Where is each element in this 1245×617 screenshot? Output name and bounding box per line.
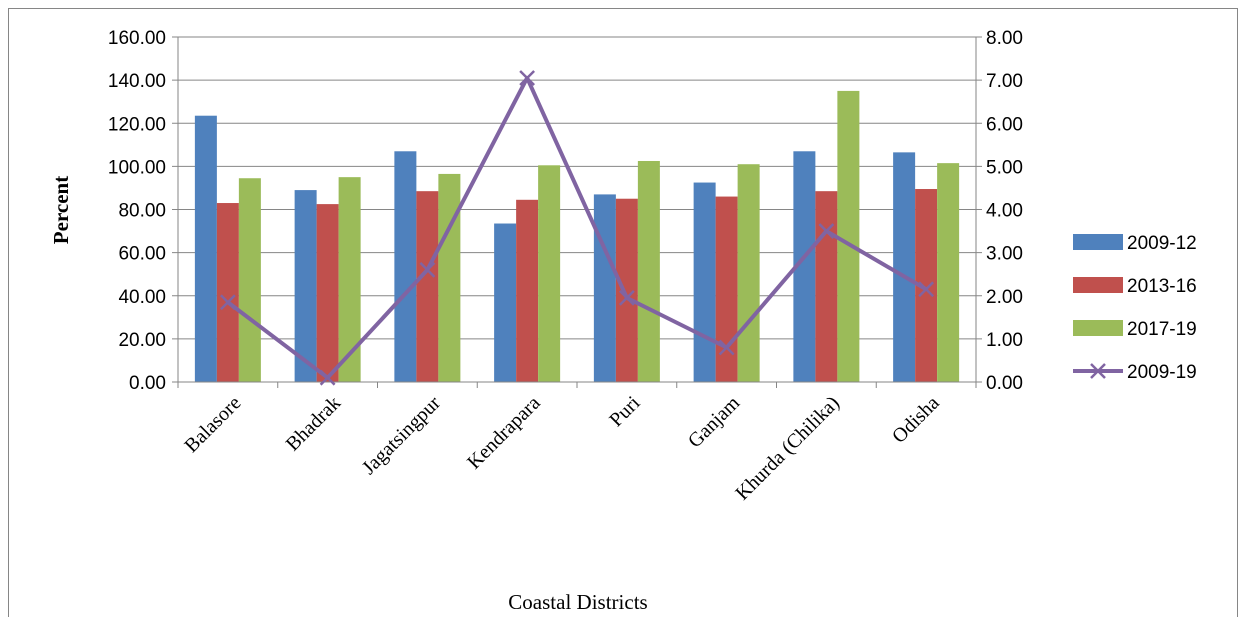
line-series [219, 70, 935, 386]
right-tick-label: 7.00 [986, 71, 1023, 92]
bar-2013-16-khurda-chilika- [815, 191, 838, 382]
x-axis-title: Coastal Districts [508, 590, 647, 614]
left-tick-label: 20.00 [118, 330, 166, 351]
line-point-jagatsingpur [419, 261, 436, 278]
category-label: Odisha [888, 392, 944, 448]
category-label: Puri [605, 392, 644, 431]
legend-swatch [1073, 234, 1123, 250]
bar-2013-16-puri [615, 198, 638, 382]
left-tick-label: 0.00 [129, 373, 166, 394]
bar-2009-12-bhadrak [294, 190, 317, 382]
bar-2013-16-bhadrak [316, 204, 339, 382]
left-axis-ticks: 0.00 20.00 40.00 60.00 80.00 100.00 120.00 140.… [108, 28, 178, 394]
right-tick-label: 5.00 [986, 157, 1023, 178]
legend-label: 2009-19 [1127, 362, 1197, 383]
legend-item-2009-19: 2009-19 [1073, 362, 1197, 383]
line-point-kendrapara [519, 70, 536, 86]
legend: 2009-12 2013-16 2017-19 2009-19 [1073, 233, 1197, 383]
left-tick-label: 40.00 [118, 287, 166, 308]
left-tick-label: 140.00 [108, 71, 166, 92]
right-tick-label: 3.00 [986, 244, 1023, 265]
line-point-bhadrak [319, 369, 336, 386]
bar-2013-16-jagatsingpur [416, 191, 439, 382]
legend-label: 2009-12 [1127, 233, 1197, 254]
legend-label: 2017-19 [1127, 319, 1197, 340]
line-point-khurda-chilika- [818, 223, 835, 239]
right-tick-label: 6.00 [986, 114, 1023, 135]
legend-item-2017-19: 2017-19 [1073, 319, 1197, 340]
bar-2013-16-kendrapara [516, 199, 539, 382]
bar-2017-19-ganjam [737, 164, 760, 382]
right-tick-label: 0.00 [986, 373, 1023, 394]
line-point-odisha [918, 281, 935, 298]
category-labels: Balasore Bhadrak Jagatsingpur Kendrapara Pur… [180, 392, 943, 505]
bar-2013-16-odisha [915, 189, 938, 382]
right-tick-label: 1.00 [986, 330, 1023, 351]
bar-2009-12-kendrapara [494, 223, 517, 382]
bar-2013-16-ganjam [715, 196, 738, 382]
right-tick-label: 8.00 [986, 28, 1023, 49]
left-tick-label: 120.00 [108, 114, 166, 135]
y-axis-title: Percent [49, 176, 73, 244]
line-point-ganjam [718, 339, 735, 356]
legend-swatch [1073, 277, 1123, 293]
left-tick-label: 80.00 [118, 201, 166, 222]
right-tick-label: 2.00 [986, 287, 1023, 308]
bar-2017-19-puri [637, 160, 660, 382]
line-point-puri [618, 290, 635, 306]
bar-2017-19-jagatsingpur [438, 173, 461, 382]
bar-2013-16-balasore [216, 203, 239, 382]
category-label: Bhadrak [282, 392, 345, 455]
category-label: Khurda (Chilika) [731, 392, 844, 505]
category-label: Kendrapara [463, 392, 545, 474]
left-tick-label: 100.00 [108, 157, 166, 178]
bar-series [194, 90, 960, 382]
bar-2017-19-balasore [238, 178, 261, 382]
bar-2009-12-balasore [194, 115, 217, 382]
right-axis-ticks: 0.00 1.00 2.00 3.00 4.00 5.00 6.00 7.00 8.00 [976, 28, 1023, 394]
bar-2009-12-odisha [893, 152, 916, 382]
category-label: Jagatsingpur [358, 392, 445, 479]
legend-label: 2013-16 [1127, 276, 1197, 297]
bar-2009-12-ganjam [693, 182, 716, 382]
category-label: Balasore [180, 392, 245, 457]
bar-2017-19-odisha [937, 163, 960, 382]
bar-2009-12-jagatsingpur [394, 151, 417, 382]
legend-item-2009-12: 2009-12 [1073, 233, 1197, 254]
bar-2009-12-khurda-chilika- [793, 151, 816, 382]
left-tick-label: 60.00 [118, 244, 166, 265]
bar-2017-19-bhadrak [338, 177, 361, 382]
bar-2009-12-puri [593, 194, 616, 382]
bar-2017-19-kendrapara [538, 165, 561, 382]
left-tick-label: 160.00 [108, 28, 166, 49]
line-2009-19 [226, 75, 928, 380]
right-tick-label: 4.00 [986, 201, 1023, 222]
legend-swatch [1073, 320, 1123, 336]
bar-2017-19-khurda-chilika- [837, 90, 860, 382]
legend-item-2013-16: 2013-16 [1073, 276, 1197, 297]
line-point-balasore [219, 294, 236, 311]
category-label: Ganjam [684, 392, 745, 453]
